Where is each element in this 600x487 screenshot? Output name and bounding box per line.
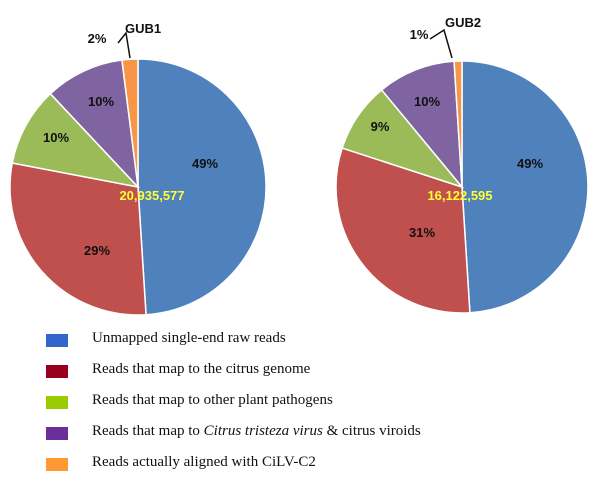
legend-swatch-other-pathogens [46, 396, 68, 409]
pct-label-gub2-other-pathogens: 9% [371, 119, 390, 134]
pie-slice-gub1-citrus-genome [9, 162, 147, 316]
chart-title-gub1: GUB1 [125, 21, 161, 36]
legend-label-cilv-c2: Reads actually aligned with CiLV-C2 [92, 454, 316, 470]
pct-label-gub1-cilv-c2: 2% [88, 31, 107, 46]
pie-slice-gub2-ctv-viroids [380, 60, 463, 190]
pie-slice-gub2-citrus-genome [335, 147, 471, 314]
legend-item-ctv-viroids: Reads that map to Citrus tristeza virus … [44, 423, 584, 454]
leader-line-gub2 [429, 28, 453, 59]
legend-label-other-pathogens: Reads that map to other plant pathogens [92, 392, 333, 408]
legend-swatch-unmapped [46, 334, 68, 347]
pct-label-gub2-ctv-viroids: 10% [414, 94, 440, 109]
legend-label-ctv-prefix: Reads that map to [92, 423, 204, 439]
legend: Unmapped single-end raw reads Reads that… [44, 330, 584, 485]
pct-label-gub2-unmapped: 49% [517, 156, 543, 171]
legend-swatch-cilv-c2 [46, 458, 68, 471]
legend-swatch-citrus-genome [46, 365, 68, 378]
legend-label-ctv-viroids: Reads that map to Citrus tristeza virus … [92, 423, 421, 440]
legend-item-unmapped: Unmapped single-end raw reads [44, 330, 584, 361]
legend-swatch-ctv-viroids [46, 427, 68, 440]
legend-label-citrus-genome: Reads that map to the citrus genome [92, 361, 311, 377]
pie-slice-gub1-ctv-viroids [49, 59, 140, 190]
legend-label-ctv-suffix: & citrus viroids [322, 423, 421, 439]
pct-label-gub1-citrus-genome: 29% [84, 243, 110, 258]
pie-slice-gub1-cilv-c2 [121, 58, 139, 188]
pie-chart-gub1: 49% 29% 10% 10% 2% GUB1 20,935,577 [9, 21, 267, 316]
pie-slice-gub2-cilv-c2 [453, 60, 463, 188]
legend-item-other-pathogens: Reads that map to other plant pathogens [44, 392, 584, 423]
total-reads-gub1: 20,935,577 [119, 188, 184, 203]
pie-slice-gub1-unmapped [137, 58, 267, 316]
pie-slice-gub1-other-pathogens [11, 92, 141, 189]
pie-slice-gub2-unmapped [461, 60, 589, 314]
leader-line-gub1 [117, 31, 131, 59]
pct-label-gub2-citrus-genome: 31% [409, 225, 435, 240]
legend-item-cilv-c2: Reads actually aligned with CiLV-C2 [44, 454, 584, 485]
pct-label-gub1-ctv-viroids: 10% [88, 94, 114, 109]
pct-label-gub1-unmapped: 49% [192, 156, 218, 171]
total-reads-gub2: 16,122,595 [427, 188, 492, 203]
legend-label-unmapped: Unmapped single-end raw reads [92, 330, 286, 346]
pct-label-gub2-cilv-c2: 1% [410, 27, 429, 42]
legend-label-ctv-italic: Citrus tristeza virus [203, 423, 323, 439]
legend-item-citrus-genome: Reads that map to the citrus genome [44, 361, 584, 392]
pct-label-gub1-other-pathogens: 10% [43, 130, 69, 145]
chart-title-gub2: GUB2 [445, 15, 481, 30]
pie-chart-gub2: 49% 31% 9% 10% 1% GUB2 16,122,595 [335, 15, 589, 314]
